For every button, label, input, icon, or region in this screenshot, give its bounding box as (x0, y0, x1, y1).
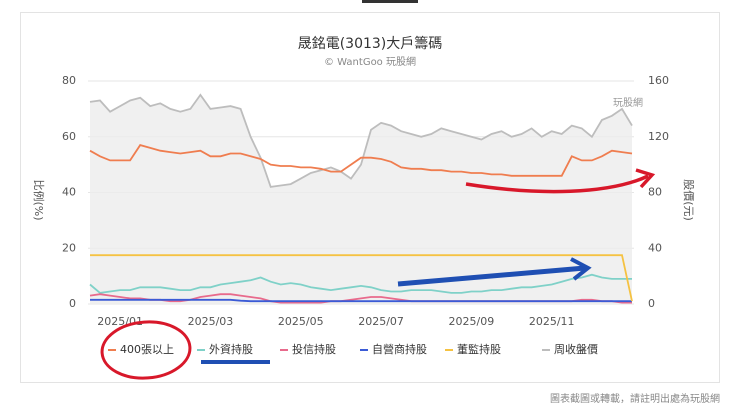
y2-tick-label: 40 (648, 241, 662, 254)
y-tick-label: 80 (62, 74, 76, 87)
series-line (89, 144, 633, 177)
tab-marker (362, 0, 418, 3)
x-tick-label: 2025/11 (529, 315, 575, 328)
y2-tick-label: 120 (648, 130, 669, 143)
y2-axis-label: 股價(元) (682, 179, 696, 221)
legend-label: 400張以上 (120, 343, 174, 356)
chart-title: 晟銘電(3013)大戶籌碼 (298, 36, 443, 52)
x-tick-label: 2025/05 (278, 315, 324, 328)
y-tick-label: 60 (62, 130, 76, 143)
series-line (90, 298, 632, 303)
y-tick-label: 40 (62, 186, 76, 199)
y2-tick-label: 0 (648, 297, 655, 310)
legend-label: 外資持股 (209, 342, 253, 356)
series-line (89, 273, 632, 294)
blue-arrow (397, 265, 586, 287)
legend-label: 周收盤價 (554, 342, 598, 356)
y-tick-label: 0 (69, 297, 76, 310)
price-area (90, 94, 632, 305)
y2-tick-label: 80 (648, 186, 662, 199)
blue-arrow-head (570, 257, 592, 281)
legend-label: 投信持股 (292, 342, 336, 356)
chart-subtitle: © WantGoo 玩股網 (324, 55, 416, 68)
red-circle (100, 320, 192, 380)
series-line (89, 93, 633, 188)
red-arrow-head (635, 168, 656, 189)
y-tick-label: 20 (62, 241, 76, 254)
plot: 0 20 40 60 80 0 40 80 120 160 2025/01 2025/03 2025/0… (62, 74, 669, 328)
annotations (100, 168, 656, 380)
series-line (90, 254, 633, 302)
red-arrow (465, 174, 649, 194)
y2-tick-label: 160 (648, 74, 669, 87)
watermark: 玩股網 (613, 96, 643, 109)
x-tick-label: 2025/07 (358, 315, 404, 328)
y-axis-label: 比例(%) (32, 179, 46, 220)
x-tick-label: 2025/03 (188, 315, 234, 328)
x-tick-label: 2025/01 (97, 315, 143, 328)
legend-label: 自營商持股 (372, 342, 427, 356)
footer-note: 圖表截圖或轉載，請註明出處為玩股網 (550, 392, 720, 405)
x-tick-label: 2025/09 (449, 315, 495, 328)
legend: 400張以上 外資持股 投信持股 自營商持股 董監持股 周收盤價 (108, 342, 598, 356)
legend-label: 董監持股 (457, 342, 501, 356)
